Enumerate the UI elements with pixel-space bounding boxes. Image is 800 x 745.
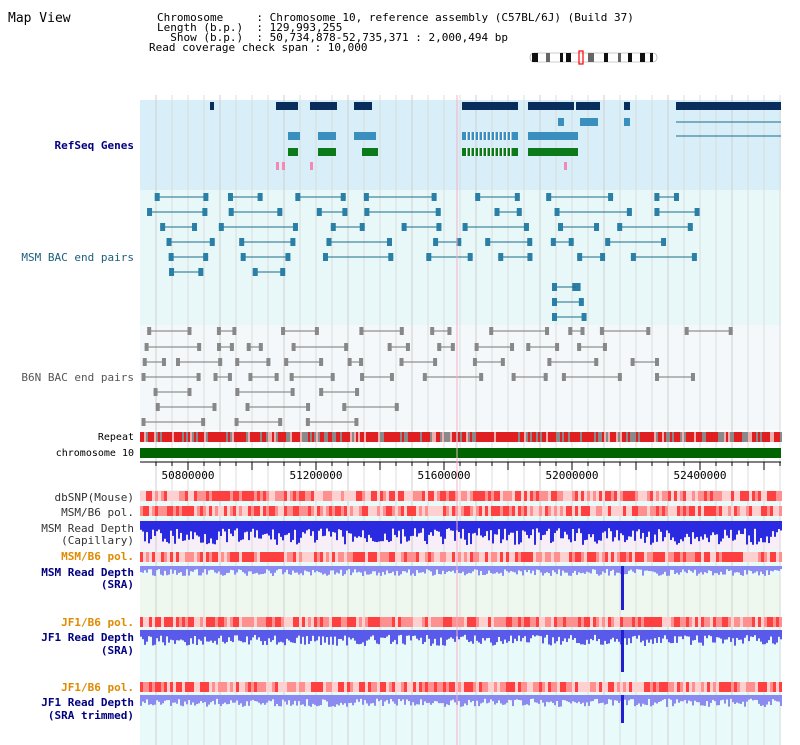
track-label-jf1-depth-trim-2: (SRA trimmed)	[48, 709, 134, 722]
track-label-msm-b6-pol-2: MSM/B6 pol.	[61, 550, 134, 563]
track-label-msm-depth-cap-1: MSM Read Depth	[41, 522, 134, 535]
track-label-msm-depth-sra-1: MSM Read Depth	[41, 566, 134, 579]
axis-tick-label: 50800000	[162, 469, 215, 482]
axis-tick-label: 52400000	[674, 469, 727, 482]
track-label-repeat: Repeat	[98, 432, 134, 443]
position-axis: 50800000 51200000 51600000 52000000 5240…	[140, 461, 781, 482]
msm-bac-track[interactable]	[147, 193, 700, 321]
chromosome-ideogram[interactable]	[529, 50, 658, 65]
info-chromosome: Chromosome : Chromosome 10, reference as…	[157, 11, 634, 24]
info-block: Chromosome : Chromosome 10, reference as…	[149, 11, 634, 54]
refseq-genes-track[interactable]	[210, 102, 781, 170]
track-label-jf1-b6-pol-2: JF1/B6 pol.	[61, 681, 134, 694]
track-label-msm-depth-sra-2: (SRA)	[101, 578, 134, 591]
axis-tick-label: 51200000	[290, 469, 343, 482]
track-label-msm-depth-cap-2: (Capillary)	[61, 534, 134, 547]
track-label-jf1-depth-trim-1: JF1 Read Depth	[41, 696, 134, 709]
track-label-jf1-b6-pol-1: JF1/B6 pol.	[61, 616, 134, 629]
chromosome-bar	[140, 448, 781, 458]
repeat-track	[140, 432, 782, 442]
b6n-bac-track[interactable]	[141, 327, 733, 426]
track-label-dbsnp: dbSNP(Mouse)	[55, 491, 134, 504]
track-label-msm-b6-pol-1: MSM/B6 pol.	[61, 506, 134, 519]
track-label-refseq[interactable]: RefSeq Genes	[55, 139, 134, 152]
info-length: Length (b.p.) : 129,993,255	[157, 21, 342, 34]
depth-tracks	[140, 521, 782, 723]
track-label-msm-bac[interactable]: MSM BAC end pairs	[21, 251, 134, 264]
page-title: Map View	[8, 11, 71, 26]
info-show-range: Show (b.p.) : 50,734,878-52,735,371 : 2,…	[157, 31, 508, 44]
ideogram-position-marker	[578, 50, 584, 65]
axis-tick-label: 52000000	[546, 469, 599, 482]
track-label-chromosome: chromosome 10	[56, 448, 134, 459]
track-label-b6n-bac[interactable]: B6N BAC end pairs	[21, 371, 134, 384]
track-label-jf1-depth-sra-1: JF1 Read Depth	[41, 631, 134, 644]
heat-tracks	[140, 491, 782, 692]
track-label-jf1-depth-sra-2: (SRA)	[101, 644, 134, 657]
axis-tick-label: 51600000	[418, 469, 471, 482]
info-coverage-span: Read coverage check span : 10,000	[149, 41, 368, 54]
